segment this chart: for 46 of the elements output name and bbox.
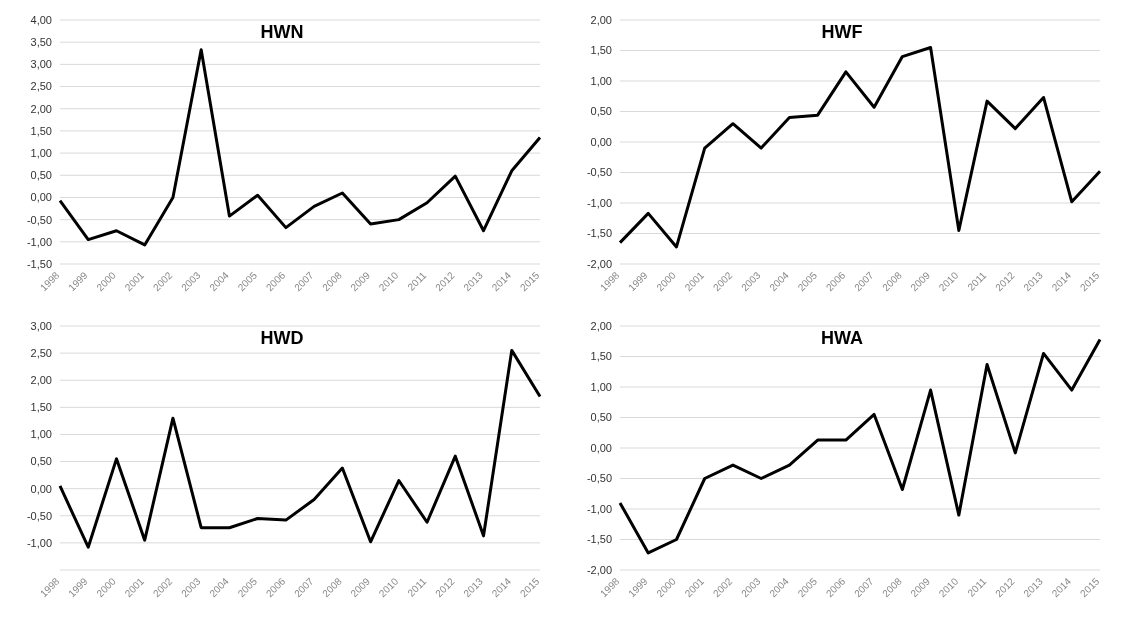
y-tick-label: 1,50 (30, 401, 52, 414)
y-tick-label: 3,50 (30, 36, 52, 49)
line-series (58, 348, 542, 549)
chart-title: HWN (260, 22, 304, 42)
y-tick-label: 4,00 (30, 13, 52, 26)
y-tick-label: 1,50 (590, 44, 612, 57)
y-tick-label: 3,00 (30, 58, 52, 71)
y-tick-label: 0,50 (590, 105, 612, 118)
chart-title: HWF (821, 22, 863, 42)
y-tick-label: 1,50 (590, 350, 612, 363)
line-series (618, 45, 1102, 249)
y-tick-label: 0,50 (30, 169, 52, 182)
y-tick-label: -0,50 (586, 166, 612, 179)
y-tick-label: -1,50 (586, 533, 612, 546)
y-tick-label: 2,50 (30, 80, 52, 93)
y-tick-label: -0,50 (586, 472, 612, 485)
y-tick-label: -1,00 (586, 196, 612, 209)
y-tick-label: -1,50 (586, 227, 612, 240)
line-series (58, 48, 542, 247)
y-tick-label: 0,00 (30, 482, 52, 495)
y-tick-label: 2,50 (30, 347, 52, 360)
y-tick-label: -2,00 (586, 257, 612, 270)
y-tick-label: 0,00 (590, 135, 612, 148)
y-tick-label: 1,00 (590, 74, 612, 87)
y-tick-label: 2,00 (590, 319, 612, 332)
y-tick-label: 2,00 (30, 374, 52, 387)
y-tick-label: 1,50 (30, 124, 52, 137)
y-tick-label: 3,00 (30, 319, 52, 332)
y-tick-label: -1,50 (26, 257, 52, 270)
y-tick-label: -0,50 (26, 213, 52, 226)
y-tick-label: 1,00 (590, 380, 612, 393)
y-tick-label: 0,00 (590, 441, 612, 454)
chart-title: HWD (260, 328, 304, 348)
y-tick-label: -1,00 (26, 235, 52, 248)
y-tick-label: 1,00 (30, 147, 52, 159)
y-tick-label: 0,50 (590, 411, 612, 424)
y-tick-label: -1,00 (26, 536, 52, 549)
y-tick-label: 2,00 (30, 102, 52, 115)
y-tick-label: 1,00 (30, 428, 52, 441)
y-tick-label: -2,00 (586, 563, 612, 576)
y-tick-label: -0,50 (26, 509, 52, 522)
y-tick-label: 0,00 (30, 191, 52, 204)
chart-title: HWA (821, 328, 863, 348)
y-tick-label: -1,00 (586, 502, 612, 515)
y-tick-label: 0,50 (30, 455, 52, 468)
y-tick-label: 2,00 (590, 13, 612, 26)
